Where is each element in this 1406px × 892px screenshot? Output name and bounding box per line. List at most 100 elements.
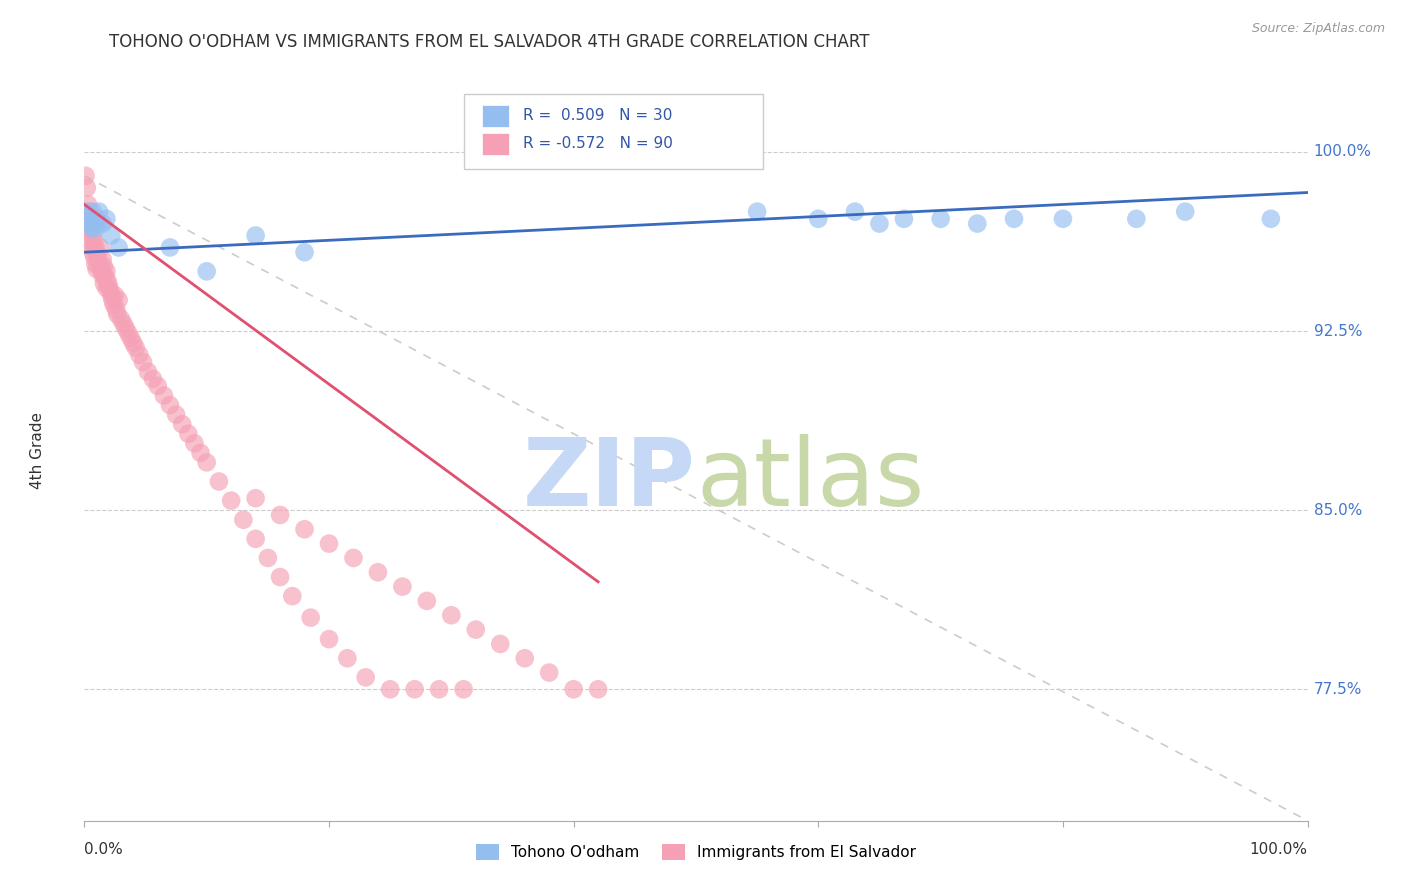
Point — [100, 228, 122, 243]
Point — [281, 589, 304, 603]
Point — [93, 277, 115, 291]
Point — [844, 204, 866, 219]
Point — [76, 204, 98, 219]
Point — [105, 302, 128, 317]
Point — [159, 240, 181, 254]
Point — [80, 221, 103, 235]
Point — [93, 260, 115, 274]
Point — [404, 682, 426, 697]
Point — [489, 637, 512, 651]
Point — [391, 580, 413, 594]
Point — [172, 417, 194, 432]
Point — [84, 221, 107, 235]
Text: R =  0.509   N = 30: R = 0.509 N = 30 — [523, 108, 673, 123]
Point — [807, 211, 830, 226]
Point — [367, 566, 389, 580]
Point — [513, 651, 536, 665]
Point — [269, 508, 291, 522]
Point — [427, 682, 450, 697]
Point — [82, 245, 104, 260]
Point — [966, 217, 988, 231]
Point — [86, 211, 108, 226]
Point — [77, 204, 100, 219]
Point — [77, 211, 100, 226]
Point — [83, 233, 105, 247]
Point — [190, 446, 212, 460]
Point — [80, 238, 103, 252]
Point — [195, 264, 218, 278]
Point — [416, 594, 439, 608]
Point — [195, 455, 218, 469]
Point — [269, 570, 291, 584]
Point — [354, 670, 377, 684]
Point — [105, 307, 128, 321]
Point — [115, 321, 138, 335]
Point — [1125, 211, 1147, 226]
Point — [86, 245, 108, 260]
Point — [100, 288, 122, 302]
Text: ZIP: ZIP — [523, 434, 696, 526]
Point — [122, 336, 145, 351]
Point — [146, 379, 169, 393]
Point — [96, 211, 118, 226]
Text: 92.5%: 92.5% — [1313, 324, 1362, 339]
Point — [76, 180, 98, 194]
Point — [125, 341, 148, 355]
Point — [294, 245, 316, 260]
Point — [257, 550, 280, 565]
Point — [245, 228, 267, 243]
Text: 0.0%: 0.0% — [84, 842, 124, 857]
Text: 85.0%: 85.0% — [1313, 503, 1362, 517]
Text: 77.5%: 77.5% — [1313, 681, 1362, 697]
Point — [97, 278, 120, 293]
Legend: Tohono O'odham, Immigrants from El Salvador: Tohono O'odham, Immigrants from El Salva… — [470, 838, 922, 866]
Point — [96, 264, 118, 278]
Point — [318, 632, 340, 647]
Point — [132, 355, 155, 369]
Point — [77, 197, 100, 211]
Text: atlas: atlas — [696, 434, 924, 526]
Text: R = -0.572   N = 90: R = -0.572 N = 90 — [523, 136, 673, 152]
Point — [82, 204, 104, 219]
Point — [107, 293, 129, 307]
Point — [142, 372, 165, 386]
Point — [245, 491, 267, 506]
Text: 100.0%: 100.0% — [1313, 145, 1372, 160]
Point — [89, 240, 111, 254]
Point — [97, 274, 120, 288]
Point — [91, 252, 114, 267]
Point — [177, 426, 200, 441]
Point — [245, 532, 267, 546]
Point — [94, 269, 117, 284]
Point — [83, 217, 105, 231]
Point — [869, 217, 891, 231]
Point — [87, 254, 110, 268]
Point — [586, 682, 609, 697]
Point — [83, 250, 105, 264]
Point — [104, 288, 127, 302]
Point — [103, 298, 125, 312]
Point — [159, 398, 181, 412]
Point — [84, 240, 107, 254]
Point — [183, 436, 205, 450]
Point — [1052, 211, 1074, 226]
Point — [87, 217, 110, 231]
Point — [165, 408, 187, 422]
Point — [453, 682, 475, 697]
Point — [107, 240, 129, 254]
Text: 100.0%: 100.0% — [1250, 842, 1308, 857]
Point — [77, 211, 100, 226]
FancyBboxPatch shape — [482, 104, 509, 127]
Point — [153, 388, 176, 402]
Point — [128, 348, 150, 362]
Point — [318, 536, 340, 550]
Point — [79, 217, 101, 231]
Point — [336, 651, 359, 665]
Point — [538, 665, 561, 680]
Point — [342, 550, 364, 565]
Point — [91, 269, 114, 284]
Point — [219, 493, 242, 508]
Point — [136, 365, 159, 379]
Point — [929, 211, 952, 226]
Point — [120, 331, 142, 345]
